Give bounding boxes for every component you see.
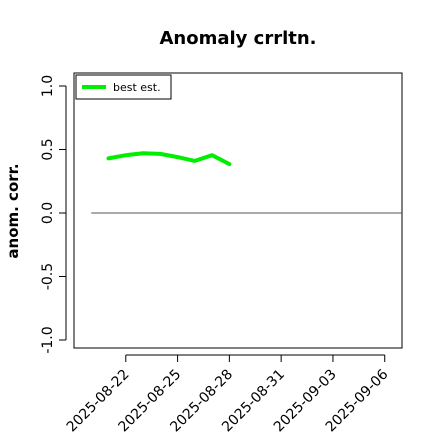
y-tick-label: 0.5 xyxy=(40,138,56,160)
y-tick-label: 1.0 xyxy=(40,75,56,97)
plot-frame xyxy=(73,72,403,349)
y-axis-label: anom. corr. xyxy=(4,163,22,258)
y-tick-label: 0.0 xyxy=(40,202,56,224)
data-layer xyxy=(91,151,402,214)
axes-layer: -1.0-0.50.00.51.02025-08-222025-08-25202… xyxy=(40,75,392,436)
y-tick-label: -0.5 xyxy=(40,263,56,290)
series-line-best-est xyxy=(106,151,232,167)
legend: best est. xyxy=(75,74,172,100)
y-tick-label: -1.0 xyxy=(40,326,56,353)
legend-label-best-est: best est. xyxy=(113,81,161,94)
chart-title: Anomaly crrltn. xyxy=(159,28,316,49)
